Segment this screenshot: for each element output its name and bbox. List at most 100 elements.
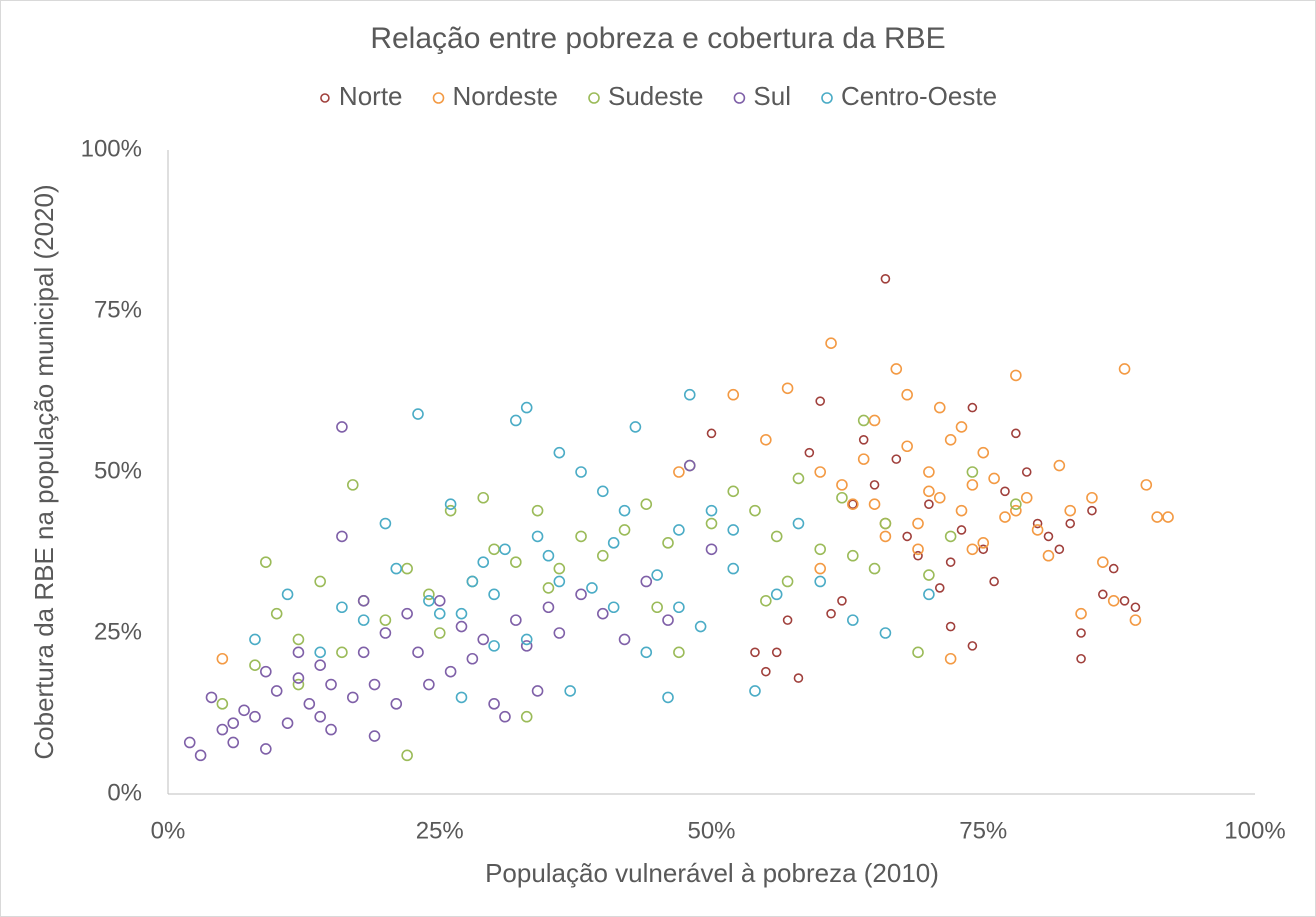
point — [673, 601, 685, 614]
point — [520, 633, 533, 646]
point — [618, 504, 631, 517]
point — [596, 607, 609, 620]
point — [1098, 589, 1108, 600]
point — [1130, 602, 1141, 613]
point — [596, 485, 609, 498]
point — [433, 627, 446, 639]
point — [586, 582, 598, 594]
point — [368, 730, 381, 742]
point — [227, 736, 240, 749]
point — [336, 421, 348, 433]
point — [542, 582, 555, 594]
point — [760, 433, 772, 446]
point — [281, 588, 294, 601]
point — [1032, 518, 1043, 529]
point — [488, 543, 500, 556]
point — [945, 557, 956, 567]
point — [336, 530, 348, 543]
point — [357, 646, 370, 659]
point — [978, 544, 989, 555]
point — [781, 382, 794, 395]
point — [292, 672, 305, 684]
legend-marker — [320, 93, 330, 103]
point — [249, 659, 261, 672]
point — [444, 498, 457, 511]
point — [357, 614, 370, 626]
point — [466, 575, 479, 588]
point — [705, 543, 718, 556]
point — [1076, 653, 1086, 664]
point — [640, 575, 653, 588]
point — [455, 691, 468, 704]
point — [1086, 491, 1098, 504]
point — [814, 575, 827, 588]
point — [1020, 491, 1033, 504]
point — [924, 499, 934, 510]
point — [1054, 544, 1065, 555]
point — [1010, 498, 1022, 511]
point — [510, 414, 522, 427]
point — [270, 685, 283, 697]
point — [750, 647, 760, 658]
point — [804, 447, 815, 458]
point — [336, 601, 348, 614]
point — [1140, 479, 1153, 491]
point — [891, 454, 902, 464]
point — [792, 517, 805, 530]
point — [346, 479, 359, 491]
point — [847, 498, 859, 511]
point — [944, 652, 957, 665]
point — [1043, 531, 1054, 542]
point — [412, 646, 424, 659]
point — [292, 678, 305, 691]
point — [651, 569, 663, 581]
point — [401, 749, 413, 762]
point — [1097, 556, 1109, 568]
point — [477, 556, 490, 568]
x-tick-label: 50% — [687, 817, 735, 844]
x-tick-label: 100% — [1224, 817, 1285, 844]
point — [967, 641, 978, 651]
point — [727, 562, 740, 575]
point — [292, 633, 305, 646]
point — [847, 614, 859, 626]
point — [314, 659, 326, 672]
point — [1021, 467, 1032, 477]
point — [499, 710, 511, 723]
point — [183, 736, 196, 749]
point — [216, 723, 229, 736]
point — [705, 517, 718, 530]
point — [966, 543, 979, 556]
point — [706, 428, 717, 439]
point — [390, 562, 403, 575]
x-tick-label: 0% — [151, 817, 186, 844]
point — [902, 531, 912, 542]
point — [292, 646, 305, 659]
point — [520, 710, 533, 723]
point — [531, 530, 544, 543]
point — [510, 614, 522, 626]
point — [423, 594, 435, 607]
point — [1162, 511, 1174, 523]
point — [433, 594, 446, 607]
point — [640, 646, 653, 659]
point — [934, 583, 945, 593]
legend-label: Sudeste — [608, 81, 703, 111]
point — [912, 517, 924, 530]
point — [205, 691, 218, 704]
point — [890, 363, 903, 375]
point — [423, 678, 435, 691]
point — [836, 479, 848, 491]
point — [1087, 505, 1097, 516]
point — [216, 652, 229, 665]
x-axis-label: População vulnerável à pobreza (2010) — [485, 858, 939, 888]
point — [1151, 511, 1163, 523]
legend-marker — [432, 92, 445, 104]
point — [499, 543, 511, 556]
point — [901, 440, 913, 453]
point — [227, 717, 240, 729]
point — [488, 640, 500, 652]
point — [727, 524, 740, 536]
